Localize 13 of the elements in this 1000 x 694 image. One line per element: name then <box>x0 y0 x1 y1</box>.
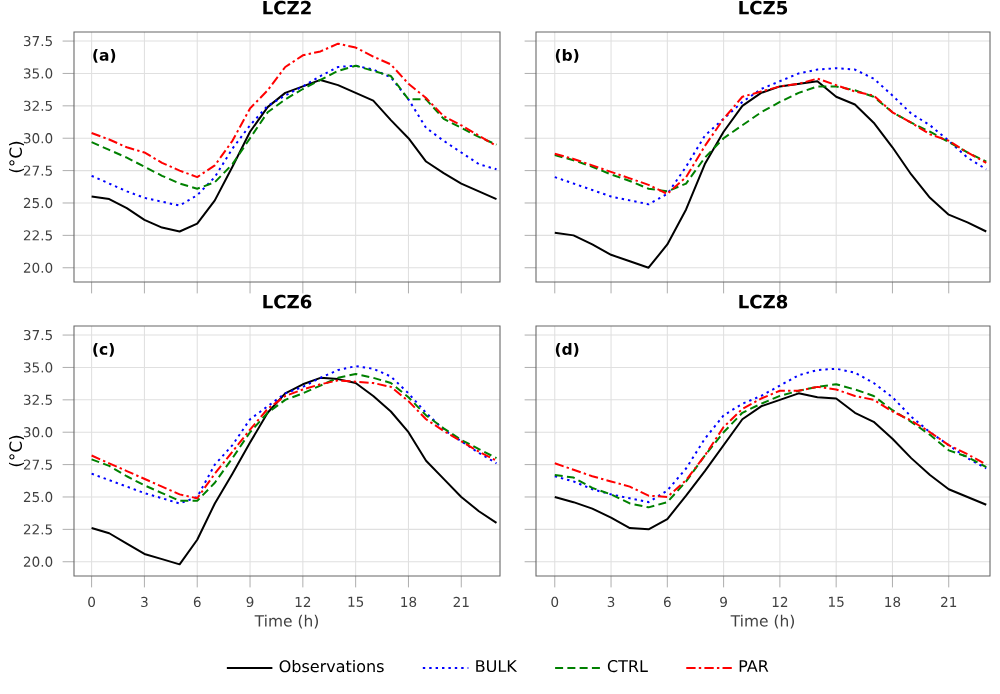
y-axis-title: (°C) <box>9 435 24 467</box>
y-axis-title: (°C) <box>9 141 24 173</box>
chart-title: LCZ8 <box>739 294 788 309</box>
line-series <box>90 376 498 566</box>
line-series <box>90 78 498 233</box>
chart-title: LCZ6 <box>263 294 312 309</box>
chart-title: LCZ5 <box>739 0 788 15</box>
legend-label: PAR <box>739 660 769 672</box>
line-series <box>90 42 498 179</box>
legend-label: Observations <box>279 659 384 673</box>
legend-label: BULK <box>476 660 518 673</box>
chart-title: LCZ2 <box>263 0 311 15</box>
legend-label: CTRL <box>607 660 648 673</box>
